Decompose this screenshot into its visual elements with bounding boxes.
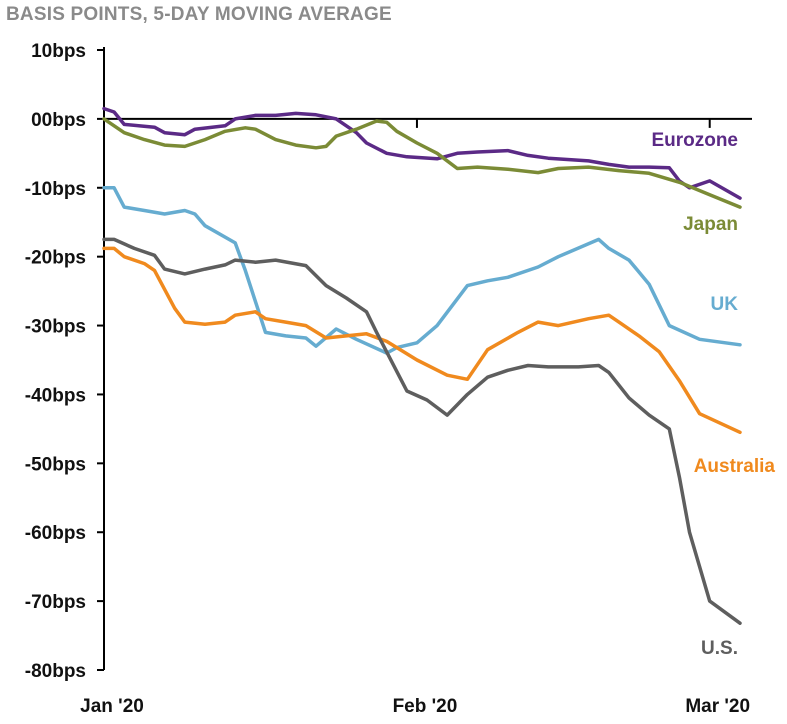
x-tick-label: Feb '20 (393, 696, 458, 717)
series-label-uk: UK (711, 294, 739, 315)
chart-axes: 10bps 00bps -10bps -20bps -30bps -40bps -50bps… (25, 41, 752, 717)
y-tick-label: -30bps (25, 317, 86, 338)
series-line-eurozone (102, 106, 742, 200)
series-label-u-s: U.S. (701, 638, 738, 659)
series-label-australia: Australia (694, 456, 776, 477)
series-labels: Eurozone Japan UK Australia U.S. (651, 130, 775, 659)
series-line-u-s (102, 237, 742, 625)
series-line-australia (102, 246, 742, 435)
y-tick-label: -80bps (25, 661, 86, 682)
chart-subtitle: BASIS POINTS, 5-DAY MOVING AVERAGE (6, 4, 392, 25)
y-tick-label: -70bps (25, 592, 86, 613)
x-tick-label: Jan '20 (80, 696, 144, 717)
series-label-japan: Japan (683, 214, 738, 235)
series-line-japan (102, 117, 742, 209)
y-tick-label: 00bps (31, 110, 86, 131)
y-tick-label: -20bps (25, 248, 86, 269)
series-lines (102, 106, 742, 625)
series-label-eurozone: Eurozone (651, 130, 738, 151)
x-tick-label: Mar '20 (685, 696, 750, 717)
y-tick-label: -60bps (25, 523, 86, 544)
y-tick-label: -10bps (25, 179, 86, 200)
y-tick-label: -40bps (25, 385, 86, 406)
series-line-uk (102, 186, 742, 355)
y-tick-label: 10bps (31, 41, 86, 62)
y-tick-label: -50bps (25, 454, 86, 475)
